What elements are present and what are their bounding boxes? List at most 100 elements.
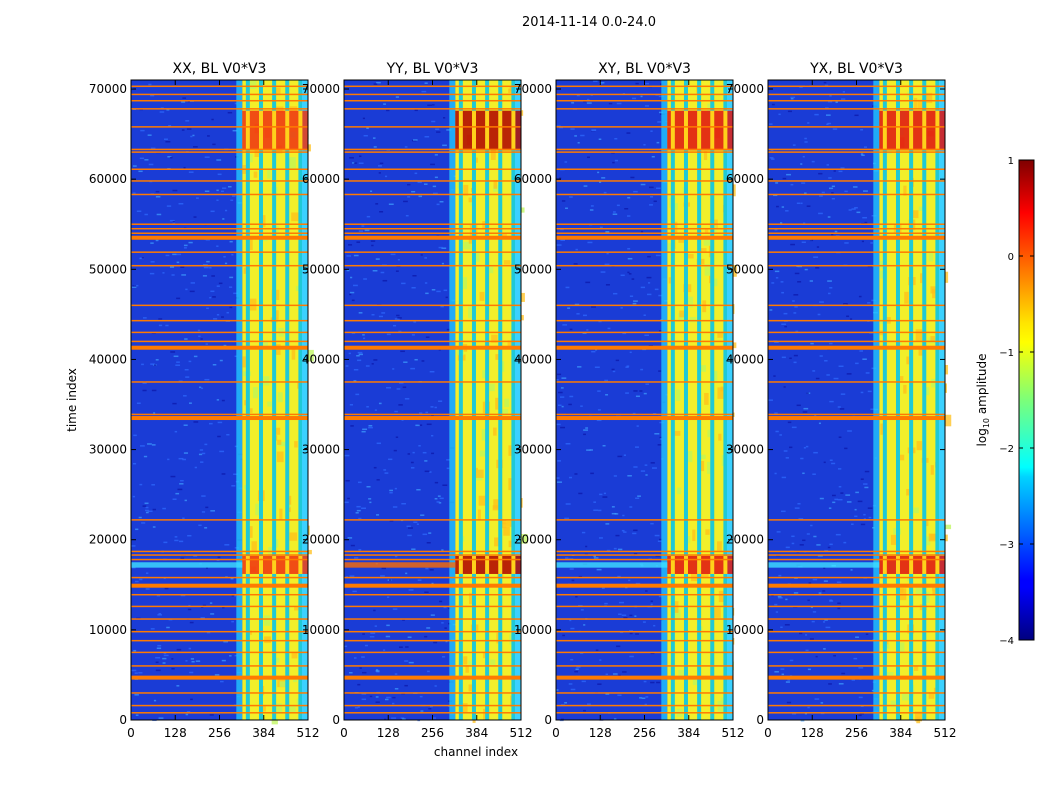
noise-speck <box>597 409 601 411</box>
noise-speck <box>363 278 367 280</box>
flare-stripe <box>882 555 887 574</box>
band-blob <box>501 409 509 415</box>
noise-speck <box>198 453 203 456</box>
noise-speck <box>422 533 428 536</box>
band-blob <box>915 329 923 341</box>
flag-row <box>131 227 308 230</box>
noise-speck <box>598 509 602 512</box>
flag-row <box>768 558 945 561</box>
noise-speck <box>587 98 590 101</box>
flag-row <box>556 331 733 334</box>
noise-speck <box>377 165 382 167</box>
noise-speck <box>209 714 214 716</box>
noise-speck <box>804 268 808 271</box>
noise-speck <box>643 680 647 683</box>
noise-speck <box>650 130 653 132</box>
noise-speck <box>234 445 238 448</box>
noise-speck <box>568 683 573 685</box>
noise-speck <box>364 229 370 232</box>
noise-speck <box>220 680 224 683</box>
flag-row <box>768 413 945 416</box>
channel-stripe-3 <box>922 80 927 720</box>
flag-row <box>131 251 308 253</box>
noise-speck <box>408 589 414 591</box>
noise-speck <box>585 427 589 429</box>
band-blob <box>678 669 687 678</box>
noise-speck <box>575 248 578 251</box>
noise-speck <box>183 452 189 454</box>
noise-speck <box>612 161 615 164</box>
noise-speck <box>158 717 164 719</box>
noise-speck <box>431 434 434 437</box>
noise-speck <box>619 601 624 604</box>
noise-speck <box>805 649 809 652</box>
noise-speck <box>591 350 596 353</box>
noise-speck <box>629 632 633 635</box>
noise-speck <box>647 293 652 296</box>
noise-speck <box>427 104 433 106</box>
noise-speck <box>368 426 373 429</box>
noise-speck <box>649 204 653 206</box>
noise-speck <box>840 167 845 169</box>
x-tick-label: 512 <box>510 726 533 740</box>
flag-row <box>344 235 521 240</box>
flagged-rows <box>131 85 308 714</box>
noise-speck <box>786 701 792 704</box>
noise-speck <box>565 207 568 210</box>
flare-stripe <box>458 110 463 151</box>
noise-speck <box>219 450 225 453</box>
noise-speck <box>222 187 227 189</box>
panel-xy: XY, BL V0*V30 128 256 384 512010000200003000… <box>514 61 745 740</box>
noise-speck <box>372 270 378 272</box>
noise-speck <box>636 425 639 427</box>
flare-stripe <box>258 110 263 151</box>
noise-speck <box>419 695 423 698</box>
noise-speck <box>131 286 137 288</box>
noise-speck <box>224 209 228 212</box>
noise-speck <box>645 696 649 698</box>
noise-speck <box>590 205 594 207</box>
noise-speck <box>823 461 826 464</box>
noise-speck <box>855 362 859 365</box>
flag-row <box>131 381 308 383</box>
noise-speck <box>150 94 155 97</box>
flag-row <box>131 235 308 240</box>
band-blob <box>717 700 724 713</box>
band-blob <box>249 80 257 90</box>
noise-speck <box>204 527 208 529</box>
noise-speck <box>188 647 192 650</box>
noise-speck <box>590 472 594 475</box>
noise-speck <box>148 83 152 86</box>
noise-speck <box>571 102 575 104</box>
noise-speck <box>200 338 203 340</box>
noise-speck <box>774 472 777 475</box>
noise-speck <box>170 475 176 478</box>
noise-speck <box>600 82 605 84</box>
x-tick-label: 512 <box>722 726 745 740</box>
noise-speck <box>628 579 631 582</box>
noise-speck <box>163 652 167 655</box>
x-tick-label: 0 <box>552 726 560 740</box>
noise-speck <box>842 91 846 93</box>
noise-speck <box>820 702 824 704</box>
noise-speck <box>595 649 599 651</box>
noise-speck <box>775 611 779 613</box>
y-tick-label: 50000 <box>302 262 340 276</box>
noise-speck <box>177 488 183 491</box>
noise-speck <box>819 195 823 197</box>
band-blob <box>253 171 258 178</box>
noise-speck <box>142 389 147 392</box>
flare-leak <box>344 562 456 568</box>
noise-speck <box>155 657 161 659</box>
y-tick-label: 20000 <box>89 533 127 547</box>
band-blob <box>289 706 296 713</box>
flag-row <box>768 605 945 608</box>
noise-speck <box>376 479 380 481</box>
noise-speck <box>829 543 833 546</box>
noise-speck <box>353 657 357 659</box>
x-tick-label: 512 <box>297 726 320 740</box>
band-right-edge <box>939 80 945 720</box>
band-blob <box>477 509 481 521</box>
noise-speck <box>616 102 622 105</box>
noise-speck <box>178 202 184 205</box>
